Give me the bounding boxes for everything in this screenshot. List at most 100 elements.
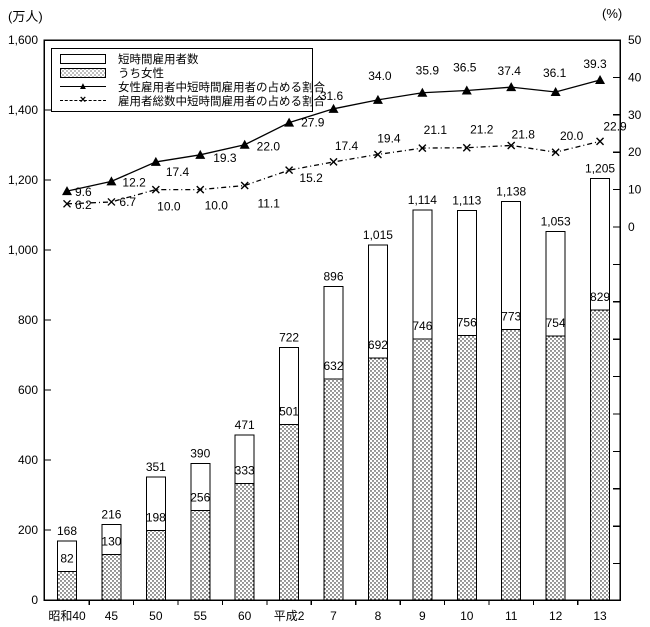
women-ratio-value-label: 36.5: [453, 60, 477, 74]
x-marker-icon: [507, 141, 516, 150]
women-ratio-value-label: 34.0: [368, 69, 392, 83]
legend-item-women-ratio-line: ▲ 女性雇用者中短時間雇用者の占める割合: [60, 80, 325, 94]
triangle-marker-icon: [62, 186, 72, 196]
total-ratio-value-label: 10.0: [205, 199, 229, 213]
right-axis-tick-label: 30: [628, 108, 642, 122]
x-marker-icon: [107, 197, 116, 206]
x-axis-category-label: 7: [330, 609, 337, 623]
bar-female-value-label: 692: [368, 338, 388, 352]
x-axis-category-label: 9: [419, 609, 426, 623]
bar-female-value-label: 130: [101, 535, 121, 549]
triangle-line-swatch-icon: ▲: [60, 82, 106, 92]
right-axis-tick-label: 20: [628, 145, 642, 159]
bar-female: [101, 554, 122, 601]
left-axis-tick-label: 800: [18, 313, 38, 327]
bar-female-value-label: 754: [546, 316, 566, 330]
right-axis-tick-label: 50: [628, 33, 642, 47]
women-ratio-value-label: 9.6: [75, 185, 92, 199]
triangle-marker-icon: [195, 149, 206, 159]
left-axis-tick-label: 1,400: [8, 103, 38, 117]
triangle-marker-icon: [550, 86, 561, 96]
bar-total-value-label: 390: [190, 447, 210, 461]
left-axis-unit: (万人): [8, 9, 43, 24]
bar-total-value-label: 1,114: [408, 193, 437, 207]
bar-female-value-label: 198: [146, 511, 166, 525]
bar-total-value-label: 1,015: [363, 228, 393, 242]
women-ratio-value-label: 36.1: [543, 66, 567, 80]
x-marker-icon: [462, 143, 471, 152]
total-ratio-value-label: 15.2: [299, 171, 323, 185]
triangle-marker-icon: [417, 87, 428, 97]
x-axis-category-label: 12: [549, 609, 563, 623]
bar-total-value-label: 351: [146, 460, 166, 474]
women-ratio-value-label: 39.3: [583, 57, 607, 71]
x-dashed-line-swatch-icon: ×: [60, 95, 106, 106]
bar-total-value-label: 1,138: [496, 185, 526, 199]
x-axis-category-label: 8: [375, 609, 382, 623]
right-axis-unit: (%): [602, 6, 623, 21]
legend-label: 雇用者総数中短時間雇用者の占める割合: [118, 96, 325, 108]
right-axis-tick-label: 0: [628, 220, 635, 234]
total-ratio-value-label: 6.7: [119, 195, 136, 209]
legend-label: 短時間雇用者数: [118, 54, 199, 66]
bar-female: [234, 482, 255, 601]
x-axis-category-label: 60: [238, 609, 252, 623]
triangle-marker-icon: [284, 117, 295, 127]
bar-female-value-label: 773: [501, 309, 521, 323]
legend-label: うち女性: [118, 68, 164, 80]
x-marker-icon: [240, 181, 249, 190]
total-ratio-value-label: 19.4: [377, 131, 401, 145]
x-marker-icon: [329, 157, 338, 166]
women-ratio-value-label: 37.4: [498, 64, 522, 78]
x-axis-category-label: 13: [593, 609, 607, 623]
bar-female: [323, 378, 344, 601]
bar-female: [590, 309, 611, 601]
triangle-marker-icon: [595, 75, 606, 85]
bar-female: [545, 335, 566, 601]
x-axis-category-label: 45: [105, 609, 119, 623]
total-ratio-value-label: 21.1: [424, 123, 448, 137]
right-axis-tick-label: 10: [628, 183, 642, 197]
hatched-bar-swatch-icon: [60, 68, 106, 78]
legend-item-total-bar: 短時間雇用者数: [60, 52, 308, 66]
bar-female-value-label: 256: [190, 490, 210, 504]
triangle-marker-icon: [506, 82, 517, 92]
bar-total-value-label: 722: [279, 330, 299, 344]
left-axis-tick-label: 0: [31, 593, 38, 607]
women-ratio-value-label: 17.4: [166, 165, 190, 179]
women-ratio-value-label: 31.6: [320, 89, 344, 103]
x-marker-icon: [151, 185, 160, 194]
bar-total-value-label: 1,113: [452, 193, 481, 207]
x-marker-icon: [63, 199, 71, 208]
women-ratio-value-label: 12.2: [122, 175, 146, 189]
triangle-marker-icon: [372, 94, 383, 104]
left-axis-tick-label: 400: [18, 453, 38, 467]
x-marker-icon: [373, 150, 382, 159]
x-axis-category-label: 11: [505, 609, 518, 623]
bar-female-value-label: 82: [60, 551, 74, 565]
bar-female-value-label: 829: [590, 290, 610, 304]
x-marker-icon: [418, 144, 427, 153]
total-ratio-value-label: 21.8: [512, 127, 536, 141]
bar-female: [501, 328, 522, 601]
bar-female-value-label: 501: [279, 405, 299, 419]
left-axis-tick-label: 200: [18, 523, 38, 537]
x-axis-category-label: 昭和40: [48, 609, 86, 623]
bar-female: [456, 334, 477, 601]
triangle-marker-icon: [150, 156, 161, 166]
legend: 短時間雇用者数 うち女性 ▲ 女性雇用者中短時間雇用者の占める割合 × 雇用者総…: [51, 48, 325, 112]
bar-female: [145, 530, 166, 601]
total-ratio-value-label: 20.0: [560, 129, 584, 143]
total-ratio-value-label: 11.1: [257, 196, 280, 210]
x-axis-category-label: 平成2: [274, 609, 305, 623]
bar-female: [57, 570, 77, 601]
x-marker-icon: [551, 148, 560, 157]
bar-total-value-label: 471: [235, 418, 255, 432]
women-ratio-value-label: 27.9: [301, 116, 325, 130]
x-axis-category-label: 50: [149, 609, 163, 623]
bar-female: [279, 424, 300, 601]
total-ratio-value-label: 21.2: [470, 123, 494, 137]
x-marker-icon: [596, 137, 605, 146]
x-marker-icon: [285, 166, 294, 175]
